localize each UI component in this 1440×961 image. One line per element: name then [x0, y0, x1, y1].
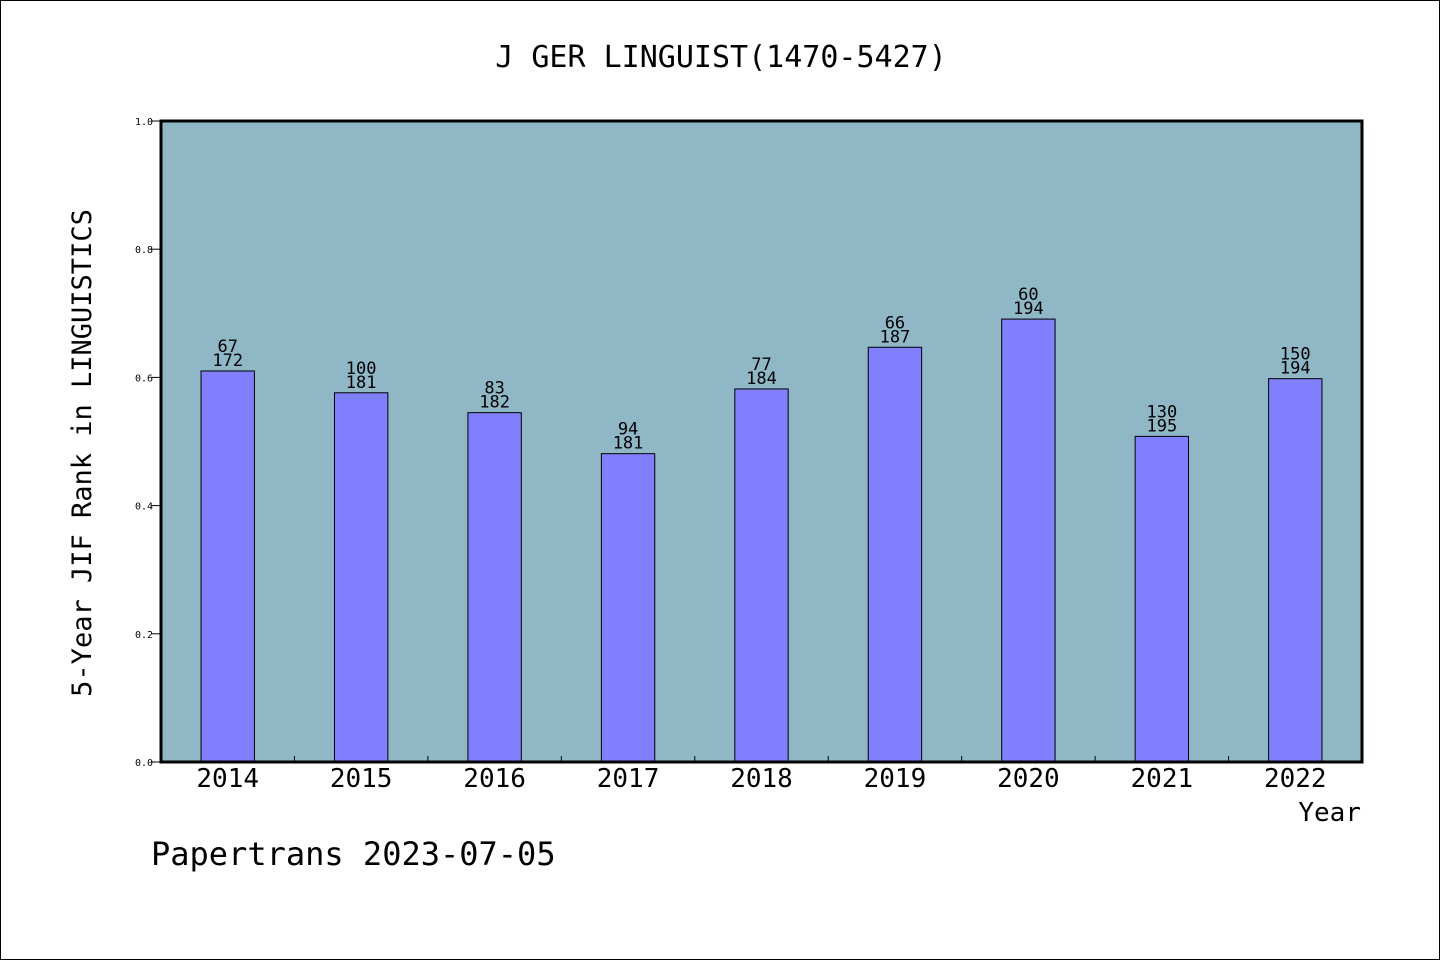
bar-total-label: 182 — [479, 393, 510, 413]
bars-group — [200, 318, 1323, 763]
watermark-text: Papertrans 2023-07-05 — [151, 835, 556, 873]
y-tick-label: 0.4 — [135, 502, 153, 513]
bar-total-label: 195 — [1146, 416, 1177, 436]
y-tick-label: 0.2 — [135, 630, 153, 641]
bar-rank-label: 67 — [217, 337, 237, 357]
bar-rank-label: 100 — [346, 359, 377, 379]
bar-2015 — [333, 392, 389, 763]
bar-total-label: 187 — [880, 327, 911, 347]
bar-2021 — [1134, 435, 1190, 763]
bar-2014 — [200, 370, 255, 763]
x-tick-label: 2019 — [864, 764, 927, 794]
x-axis-label: Year — [1298, 798, 1361, 828]
x-tick-label: 2021 — [1131, 764, 1194, 794]
bar-2018 — [734, 388, 789, 763]
bar-total-label: 181 — [346, 373, 377, 393]
y-tick-label: 0.0 — [135, 758, 153, 769]
bar-total-label: 194 — [1013, 299, 1044, 319]
y-tick-label: 0.6 — [135, 373, 153, 384]
chart-title: J GER LINGUIST(1470-5427) — [495, 40, 947, 75]
x-tick-label: 2020 — [997, 764, 1060, 794]
bar-total-label: 172 — [212, 351, 243, 371]
x-tick-label: 2016 — [463, 764, 526, 794]
bar-rank-label: 83 — [484, 379, 504, 399]
y-tick-label: 0.8 — [135, 245, 153, 256]
bar-2020 — [1001, 318, 1056, 763]
bar-rank-label: 77 — [751, 355, 771, 375]
bar-2019 — [867, 346, 923, 763]
bar-2016 — [467, 412, 522, 763]
bar-total-label: 184 — [746, 369, 777, 389]
y-axis: 0.0 0.2 0.4 0.6 0.8 1.0 — [135, 117, 161, 769]
y-tick-label: 1.0 — [135, 117, 153, 128]
y-axis-label: 5-Year JIF Rank in LINGUISTICS — [67, 209, 98, 697]
bar-rank-label: 130 — [1146, 402, 1177, 422]
x-tick-label: 2022 — [1264, 764, 1327, 794]
plot-border — [159, 119, 1364, 764]
x-tick-label: 2017 — [597, 764, 660, 794]
bar-rank-label: 60 — [1018, 285, 1038, 305]
bar-2022 — [1268, 378, 1323, 763]
x-tick-label: 2014 — [196, 764, 259, 794]
bar-total-label: 181 — [613, 434, 644, 454]
bar-total-label: 194 — [1280, 359, 1311, 379]
bar-rank-label: 66 — [885, 313, 905, 333]
bar-2017 — [600, 453, 656, 763]
bar-rank-label: 150 — [1280, 345, 1311, 365]
x-tick-label: 2015 — [330, 764, 393, 794]
x-tick-label: 2018 — [730, 764, 793, 794]
x-axis: 2014 2015 2016 2017 2018 2019 2020 2021 2022 — [196, 756, 1327, 794]
bar-rank-label: 94 — [618, 420, 638, 440]
